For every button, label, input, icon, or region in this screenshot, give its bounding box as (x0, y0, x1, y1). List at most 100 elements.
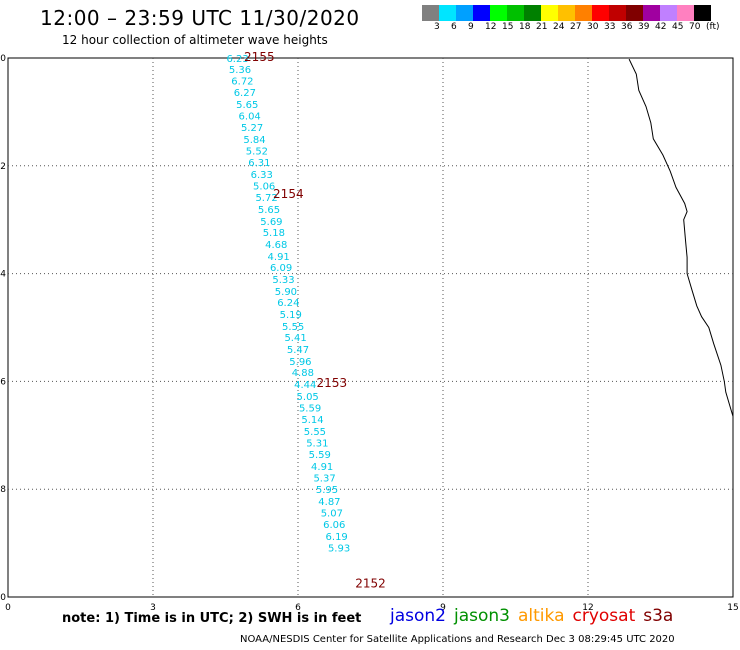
wave-height-value: 5.90 (275, 287, 297, 298)
satellite-name: altika (518, 606, 565, 626)
wave-height-value: 5.65 (258, 205, 280, 216)
legend-swatch (456, 5, 473, 21)
lon-tick-label: 15 (727, 603, 738, 613)
wave-height-value: 5.19 (280, 310, 302, 321)
wave-height-value: 6.27 (234, 88, 256, 99)
wave-height-value: 5.18 (263, 228, 285, 239)
legend-swatch (592, 5, 609, 21)
wave-height-value: 4.87 (318, 497, 340, 508)
legend-swatch (524, 5, 541, 21)
legend-swatch (490, 5, 507, 21)
wave-height-value: 5.05 (297, 392, 319, 403)
legend-swatch (677, 5, 694, 21)
wave-height-value: 5.59 (299, 403, 321, 414)
map-frame (7, 57, 734, 598)
wave-height-value: 5.55 (304, 427, 326, 438)
wave-height-value: 5.95 (316, 485, 338, 496)
lon-tick-label: 3 (150, 603, 156, 613)
lon-tick-label: 12 (582, 603, 593, 613)
lat-tick-label: -20 (0, 54, 6, 64)
wave-height-value: 6.04 (239, 112, 261, 123)
legend-label: 45 (672, 22, 684, 32)
wave-height-value: 6.19 (326, 532, 348, 543)
legend-label: 30 (587, 22, 599, 32)
wave-height-value: 5.06 (253, 182, 275, 193)
lon-tick-label: 0 (5, 603, 11, 613)
wave-height-value: 6.24 (277, 298, 299, 309)
legend-swatch (439, 5, 456, 21)
wave-height-value: 6.33 (251, 170, 273, 181)
wave-height-value: 5.65 (236, 100, 258, 111)
wave-height-value: 5.72 (255, 193, 277, 204)
wave-height-value: 5.27 (241, 123, 263, 134)
satellite-legend: jason2 jason3 altika cryosat s3a (390, 606, 681, 626)
legend-label: 15 (502, 22, 514, 32)
legend-label: 27 (570, 22, 582, 32)
legend-swatch (660, 5, 677, 21)
wave-height-value: 5.41 (284, 333, 306, 344)
legend-label: 18 (519, 22, 531, 32)
legend-label: 42 (655, 22, 667, 32)
wave-height-value: 6.31 (248, 158, 270, 169)
legend-label: 12 (485, 22, 497, 32)
lat-tick-label: -30 (0, 593, 6, 603)
legend-label: 21 (536, 22, 548, 32)
time-label: 2154 (273, 187, 304, 201)
wave-height-value: 5.69 (260, 217, 282, 228)
legend-swatch (558, 5, 575, 21)
wave-height-value: 4.68 (265, 240, 287, 251)
wave-height-value: 5.52 (246, 147, 268, 158)
wave-height-value: 4.88 (292, 368, 314, 379)
lat-tick-label: -28 (0, 485, 6, 495)
wave-height-value: 4.91 (268, 252, 290, 263)
chart-title: 12:00 – 23:59 UTC 11/30/2020 (40, 6, 360, 30)
wave-height-value: 5.47 (287, 345, 309, 356)
legend-label: 36 (621, 22, 633, 32)
time-label: 2152 (355, 577, 386, 591)
wave-height-value: 5.96 (289, 357, 311, 368)
wave-height-value: 5.33 (272, 275, 294, 286)
lat-tick-label: -24 (0, 270, 6, 280)
wave-height-value: 6.09 (270, 263, 292, 274)
wave-height-value: 4.91 (311, 462, 333, 473)
legend-swatch (473, 5, 490, 21)
satellite-name: jason3 (454, 606, 510, 626)
legend-swatch (507, 5, 524, 21)
wave-height-value: 5.36 (229, 65, 251, 76)
legend-label: 39 (638, 22, 650, 32)
legend-swatch (643, 5, 660, 21)
legend-label: 9 (468, 22, 474, 32)
wave-height-value: 5.07 (321, 508, 343, 519)
lon-tick-label: 9 (440, 603, 446, 613)
units-note: note: 1) Time is in UTC; 2) SWH is in fe… (62, 611, 362, 626)
legend-label: 33 (604, 22, 616, 32)
wave-height-value: 6.72 (231, 77, 253, 88)
coastline (628, 58, 734, 417)
satellite-name: cryosat (572, 606, 636, 626)
wave-height-value: 6.06 (323, 520, 345, 531)
wave-height-color-legend (422, 5, 711, 21)
lat-tick-label: -22 (0, 162, 6, 172)
satellite-name: s3a (643, 606, 674, 626)
wave-height-value: 5.37 (313, 473, 335, 484)
legend-swatch (609, 5, 626, 21)
legend-swatch (422, 5, 439, 21)
legend-labels: 3 6 9 12 15 18 21 24 27 30 33 36 39 42 45 70 (ft) (422, 22, 740, 36)
legend-label: 6 (451, 22, 457, 32)
lat-tick-label: -26 (0, 377, 6, 387)
chart-subtitle: 12 hour collection of altimeter wave hei… (62, 33, 328, 47)
legend-swatch (626, 5, 643, 21)
wave-height-value: 5.93 (328, 543, 350, 554)
time-label: 2153 (317, 376, 348, 390)
satellite-name: jason2 (390, 606, 446, 626)
legend-swatch (694, 5, 711, 21)
wave-height-value: 6.23 (226, 54, 248, 65)
credit-line: NOAA/NESDIS Center for Satellite Applica… (240, 634, 675, 645)
wave-height-value: 4.44 (294, 380, 316, 391)
legend-label: 24 (553, 22, 565, 32)
time-label: 2155 (244, 50, 275, 64)
legend-swatch (575, 5, 592, 21)
legend-label: 70 (689, 22, 701, 32)
wave-height-value: 5.14 (301, 415, 323, 426)
